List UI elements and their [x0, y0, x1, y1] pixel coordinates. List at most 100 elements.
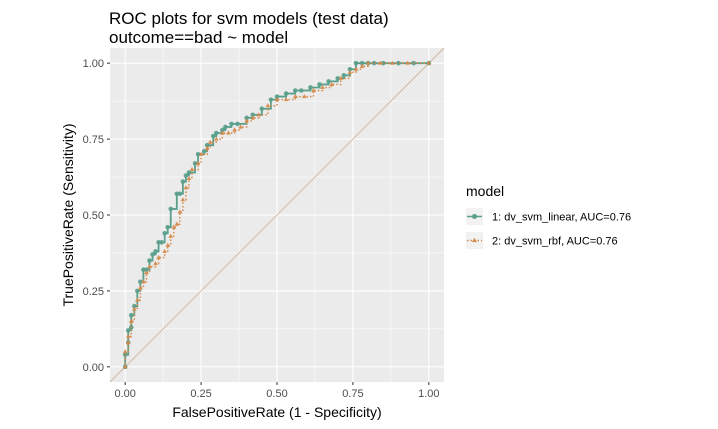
- y-tick-label: 0.75: [83, 134, 104, 146]
- data-point: [308, 85, 313, 90]
- data-point: [186, 170, 192, 175]
- legend-label: 2: dv_svm_rbf, AUC=0.76: [492, 236, 618, 248]
- data-point: [186, 175, 192, 181]
- data-point: [347, 66, 353, 72]
- data-point: [250, 115, 256, 120]
- data-point: [122, 364, 128, 369]
- data-point: [204, 142, 210, 148]
- x-tick-label: 0.00: [114, 388, 135, 400]
- data-point: [329, 81, 334, 86]
- data-point: [353, 60, 359, 66]
- data-point: [274, 94, 280, 99]
- data-point: [256, 112, 262, 117]
- data-point: [292, 88, 298, 93]
- data-point: [183, 173, 189, 178]
- grid-major: [110, 48, 444, 382]
- data-point: [220, 127, 225, 133]
- x-tick-label: 0.75: [342, 388, 363, 400]
- series-2: [122, 60, 432, 369]
- data-point: [207, 139, 213, 144]
- data-point: [138, 285, 143, 290]
- diagonal-reference-line: [109, 47, 445, 383]
- data-point: [326, 79, 331, 84]
- data-point: [396, 60, 401, 66]
- data-point: [232, 127, 237, 132]
- data-point: [359, 63, 365, 68]
- data-point: [210, 133, 216, 139]
- y-tick-label: 1.00: [83, 58, 104, 70]
- y-tick-label: 0.00: [83, 362, 104, 374]
- data-point: [298, 88, 304, 93]
- data-point: [268, 97, 274, 102]
- data-point: [390, 60, 395, 65]
- data-point: [122, 352, 128, 357]
- data-point: [229, 121, 234, 127]
- data-point: [223, 124, 228, 130]
- data-point: [274, 97, 280, 102]
- data-point: [320, 84, 325, 90]
- data-point: [125, 328, 131, 333]
- data-point: [147, 258, 152, 263]
- data-point: [426, 60, 432, 65]
- data-point: [147, 264, 152, 269]
- data-point: [177, 209, 183, 214]
- data-point: [371, 60, 377, 66]
- data-point: [283, 97, 289, 102]
- data-point: [134, 297, 140, 302]
- data-point: [292, 93, 298, 99]
- data-point: [180, 197, 186, 202]
- data-point: [168, 233, 174, 238]
- data-point: [244, 118, 249, 123]
- data-point: [405, 60, 410, 65]
- data-point: [220, 130, 225, 135]
- data-point: [141, 279, 146, 284]
- legend-title: model: [466, 183, 504, 199]
- x-axis-title: FalsePositiveRate (1 - Specificity): [172, 404, 381, 420]
- data-point: [144, 270, 149, 275]
- data-point: [168, 206, 174, 212]
- data-point: [311, 87, 316, 93]
- data-point: [165, 224, 170, 230]
- data-point: [128, 312, 134, 318]
- data-point: [131, 303, 137, 309]
- data-point: [144, 267, 149, 272]
- x-axis-ticks: 0.00 0.25 0.50 0.75 1.00: [114, 382, 440, 400]
- data-point: [238, 124, 243, 129]
- legend: model 1: dv_svm_linear, AUC=0.76 2: dv_sv…: [466, 183, 631, 249]
- data-point: [213, 136, 219, 141]
- data-point: [177, 191, 183, 197]
- data-point: [353, 66, 359, 71]
- data-point: [122, 349, 128, 354]
- y-axis-title: TruePositiveRate (Sensitivity): [60, 123, 76, 306]
- data-point: [204, 145, 210, 150]
- legend-keys: 1: dv_svm_linear, AUC=0.76 2: dv_svm_rbf,…: [466, 208, 631, 249]
- data-point: [283, 91, 289, 96]
- data-point: [377, 60, 383, 65]
- data-point: [174, 221, 180, 226]
- data-point: [180, 179, 186, 184]
- data-point: [213, 130, 219, 136]
- data-point: [338, 75, 344, 80]
- chart-title: ROC plots for svm models (test data): [109, 9, 389, 28]
- data-point: [156, 254, 161, 260]
- legend-key-marker: [471, 237, 478, 243]
- data-point: [125, 339, 131, 345]
- x-tick-label: 1.00: [418, 388, 439, 400]
- data-point: [226, 130, 231, 135]
- y-tick-label: 0.50: [83, 210, 104, 222]
- data-point: [317, 82, 322, 87]
- data-point: [189, 166, 195, 172]
- x-tick-label: 0.25: [190, 388, 211, 400]
- data-point: [183, 185, 189, 190]
- data-point: [171, 224, 177, 229]
- chart-subtitle: outcome==bad ~ model: [109, 28, 288, 47]
- data-point: [198, 151, 204, 156]
- data-point: [135, 288, 140, 294]
- data-point: [235, 121, 240, 127]
- data-point: [347, 69, 353, 74]
- data-point: [365, 60, 371, 65]
- data-point: [250, 112, 256, 118]
- data-point: [165, 242, 171, 247]
- data-point: [153, 249, 158, 254]
- data-point: [201, 148, 207, 154]
